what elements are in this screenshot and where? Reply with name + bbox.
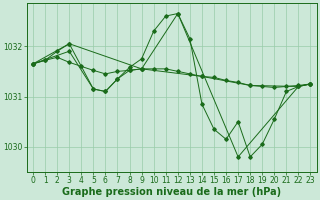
X-axis label: Graphe pression niveau de la mer (hPa): Graphe pression niveau de la mer (hPa) — [62, 187, 281, 197]
